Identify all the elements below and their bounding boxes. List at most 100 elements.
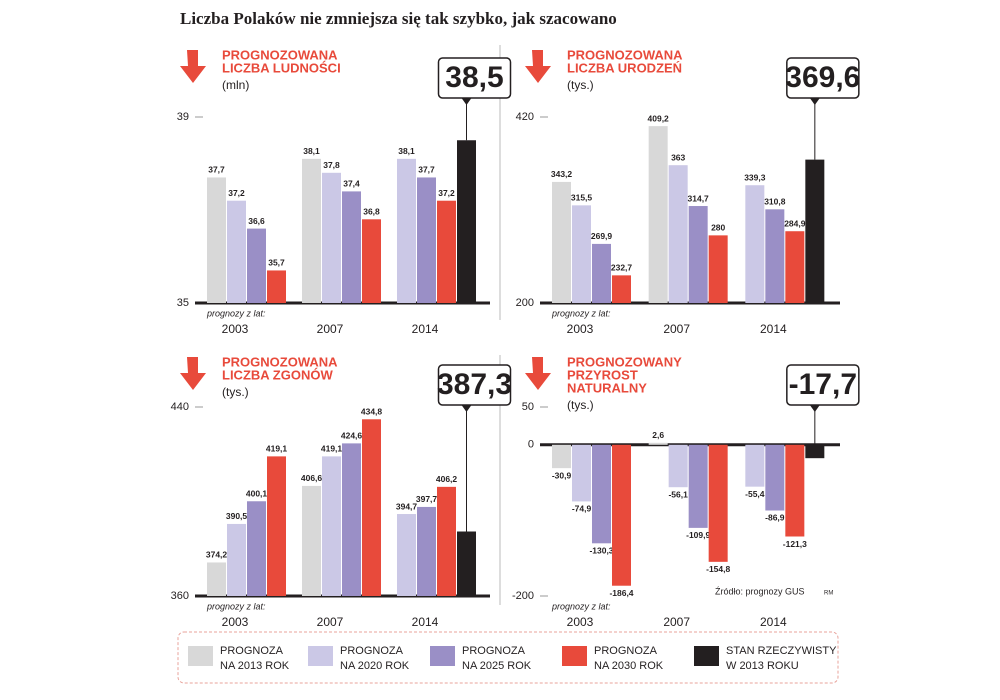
bar xyxy=(362,419,381,596)
y-tick-label: 35 xyxy=(177,297,189,309)
value-label: 434,8 xyxy=(361,407,383,417)
value-label: 406,2 xyxy=(436,474,458,484)
value-label: -56,1 xyxy=(668,489,688,499)
panel-title: PROGNOZOWANY xyxy=(567,354,682,369)
arrow-icon xyxy=(525,357,551,390)
bar xyxy=(207,177,226,303)
x-tick-label: 2014 xyxy=(760,615,787,629)
value-label: -109,9 xyxy=(686,530,710,540)
x-tick-label: 2007 xyxy=(317,615,344,629)
x-tick-label: 2003 xyxy=(222,322,249,336)
value-label: 37,4 xyxy=(343,179,360,189)
bar xyxy=(745,444,765,487)
bar xyxy=(688,206,708,303)
value-label: 36,6 xyxy=(248,216,265,226)
value-label: 424,6 xyxy=(341,431,363,441)
bar xyxy=(552,444,571,469)
bar xyxy=(302,158,321,303)
value-label: 314,7 xyxy=(688,193,710,203)
value-label: 406,6 xyxy=(301,473,323,483)
legend-label: PROGNOZA xyxy=(462,645,526,657)
value-label: 38,1 xyxy=(303,146,320,156)
bar xyxy=(322,172,341,303)
source: Źródło: prognozy GUS xyxy=(715,586,805,596)
bar xyxy=(688,444,708,528)
x-tick-label: 2014 xyxy=(412,322,439,336)
value-label: 35,7 xyxy=(268,258,285,268)
bar xyxy=(397,514,416,596)
x-axis-note: prognozy z lat: xyxy=(551,308,611,318)
callout-box xyxy=(437,57,512,99)
y-tick-label: 420 xyxy=(516,111,534,123)
bar xyxy=(592,243,611,303)
bar xyxy=(805,444,825,459)
x-tick-label: 2003 xyxy=(567,322,594,336)
x-axis-note: prognozy z lat: xyxy=(551,601,611,611)
panel-title: PRZYROST xyxy=(567,367,638,382)
bar xyxy=(267,456,286,596)
bar xyxy=(765,444,785,511)
callout-value: 38,5 xyxy=(445,61,503,94)
value-label: 280 xyxy=(711,223,725,233)
bar xyxy=(805,159,825,303)
callout-tip xyxy=(809,405,820,412)
x-axis-note: prognozy z lat: xyxy=(206,308,266,318)
bar xyxy=(572,444,591,502)
page-title: Liczba Polaków nie zmniejsza się tak szy… xyxy=(180,9,617,28)
callout-value: -17,7 xyxy=(789,368,857,401)
x-tick-label: 2007 xyxy=(663,322,690,336)
value-label: 400,1 xyxy=(246,489,268,499)
value-label: 363 xyxy=(671,152,685,162)
bar xyxy=(417,506,436,596)
bar xyxy=(457,140,476,303)
bar xyxy=(417,177,436,303)
bar xyxy=(342,443,361,596)
value-label: 374,2 xyxy=(206,550,228,560)
value-label: -154,8 xyxy=(706,564,730,574)
bar xyxy=(227,523,246,596)
bar xyxy=(362,219,381,303)
value-label: 339,3 xyxy=(744,172,766,182)
value-label: 2,6 xyxy=(652,430,664,440)
x-tick-label: 2003 xyxy=(567,615,594,629)
x-axis-note: prognozy z lat: xyxy=(206,601,266,611)
callout-box xyxy=(437,364,512,406)
value-label: 284,9 xyxy=(784,218,806,228)
bar xyxy=(648,442,668,445)
callout-box xyxy=(786,364,860,406)
arrow-icon xyxy=(525,50,551,83)
bar xyxy=(572,205,591,303)
value-label: -186,4 xyxy=(609,588,633,598)
bar xyxy=(267,270,286,303)
value-label: 419,1 xyxy=(321,444,343,454)
panel-title: LICZBA ZGONÓW xyxy=(222,367,333,382)
legend-label: NA 2025 ROK xyxy=(462,660,532,672)
legend-swatch xyxy=(308,646,333,666)
bar xyxy=(437,200,456,303)
bar xyxy=(322,456,341,596)
panel-title: LICZBA LUDNOŚCI xyxy=(222,60,341,75)
callout-value: 387,3 xyxy=(437,368,512,401)
value-label: 37,2 xyxy=(438,188,455,198)
bar xyxy=(552,181,571,303)
bar xyxy=(457,531,476,596)
unit-label: (tys.) xyxy=(567,78,594,92)
value-label: 343,2 xyxy=(551,169,573,179)
value-label: 397,7 xyxy=(416,494,438,504)
callout-tip xyxy=(461,405,472,412)
callout-tip xyxy=(461,98,472,105)
legend-label: NA 2030 ROK xyxy=(594,660,664,672)
arrow-icon xyxy=(180,50,206,83)
callout-tip xyxy=(809,98,820,105)
legend-swatch xyxy=(694,646,719,666)
y-tick-label: 200 xyxy=(516,297,534,309)
value-label: 37,8 xyxy=(323,160,340,170)
bar xyxy=(437,486,456,596)
y-tick-label: 0 xyxy=(528,439,534,451)
legend-label: PROGNOZA xyxy=(220,645,284,657)
bar xyxy=(785,444,805,537)
legend-label: NA 2020 ROK xyxy=(340,660,410,672)
bar xyxy=(302,485,321,596)
author: RM xyxy=(824,591,833,597)
panel-title: PROGNOZOWANA xyxy=(222,354,338,369)
